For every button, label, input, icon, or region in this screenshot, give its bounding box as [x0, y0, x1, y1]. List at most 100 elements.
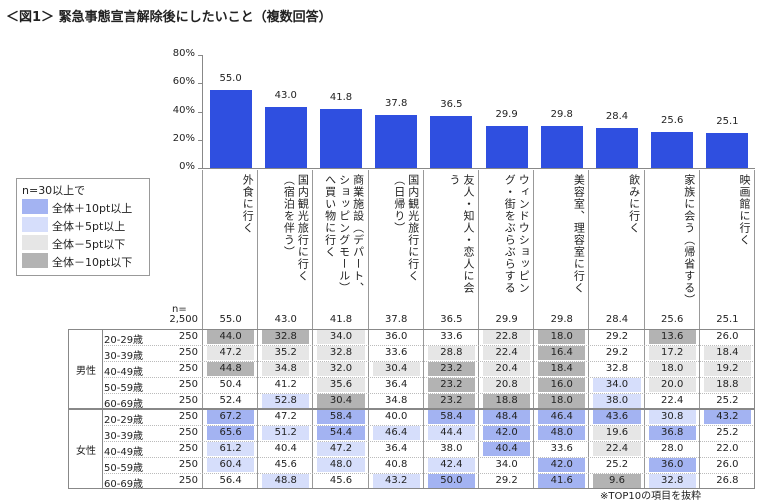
value-label: 41.8: [329, 91, 353, 103]
cell: 18.0: [648, 362, 696, 376]
age-label: 20-29歳: [104, 335, 144, 346]
value-label: 28.4: [605, 110, 629, 122]
cell: 40.0: [385, 411, 408, 422]
legend-swatch: [22, 235, 48, 250]
cell: 46.4: [538, 410, 586, 424]
cell: 54.4: [317, 426, 365, 440]
row-n: 250: [178, 427, 198, 438]
cell: 41.2: [274, 379, 297, 390]
category-label: 飲みに行く: [627, 174, 641, 234]
row-divider: [102, 441, 755, 442]
cell: 52.4: [219, 395, 242, 406]
cell: 22.4: [593, 442, 641, 456]
age-label: 30-39歳: [104, 351, 144, 362]
y-tick-label: 60%: [172, 76, 195, 88]
cell: 47.2: [207, 346, 255, 360]
legend-swatch: [22, 199, 48, 214]
row-n: 250: [178, 395, 198, 406]
y-axis: [202, 55, 203, 168]
row-n: 250: [178, 363, 198, 374]
cell: 38.0: [593, 394, 641, 408]
value-label: 43.0: [274, 90, 297, 102]
legend-label: 全体＋10pt以上: [52, 202, 133, 215]
cell: 36.4: [385, 443, 408, 454]
cell: 43.2: [372, 474, 420, 488]
cell: 40.4: [274, 443, 297, 454]
cell: 25.2: [605, 459, 629, 470]
cell: 35.6: [317, 378, 365, 392]
cell: 40.8: [385, 459, 408, 470]
total-cell: 28.4: [605, 314, 629, 325]
y-tick-label: 20%: [172, 132, 195, 144]
cell: 16.0: [538, 378, 586, 392]
footnote: ※TOP10の項目を抜粋: [600, 491, 702, 502]
age-label: 60-69歳: [104, 399, 144, 410]
cell: 30.4: [372, 362, 420, 376]
cell: 19.2: [703, 362, 751, 376]
cell: 42.0: [538, 458, 586, 472]
age-label: 60-69歳: [104, 479, 144, 490]
cell: 32.8: [648, 474, 696, 488]
cell: 36.8: [648, 426, 696, 440]
cell: 36.0: [648, 458, 696, 472]
total-cell: 25.6: [661, 314, 684, 325]
value-label: 37.8: [385, 97, 408, 109]
y-tick: [198, 139, 202, 141]
cell: 23.2: [427, 362, 475, 376]
cell: 16.4: [538, 346, 586, 360]
cell: 18.8: [703, 378, 751, 392]
age-label: 50-59歳: [104, 463, 144, 474]
cell: 25.2: [716, 395, 739, 406]
bar: [209, 90, 252, 168]
y-tick-label: 40%: [172, 104, 195, 116]
cell: 47.2: [274, 411, 297, 422]
cell: 32.8: [262, 330, 310, 344]
row-divider: [102, 425, 755, 426]
group-border: [68, 329, 755, 409]
age-label: 50-59歳: [104, 383, 144, 394]
age-label: 30-39歳: [104, 431, 144, 442]
cell: 60.4: [207, 458, 255, 472]
cell: 28.8: [427, 346, 475, 360]
category-label: ウィンドウショッピング・街をぶらぶらする: [503, 174, 531, 294]
cell: 44.0: [207, 330, 255, 344]
cell: 17.2: [648, 346, 696, 360]
total-cell: 29.8: [550, 314, 573, 325]
cell: 41.6: [538, 474, 586, 488]
y-tick-label: 80%: [172, 48, 195, 59]
cell: 47.2: [317, 442, 365, 456]
total-cell: 25.1: [716, 314, 739, 325]
cell: 18.4: [703, 346, 751, 360]
row-n: 250: [178, 331, 198, 342]
cell: 34.0: [495, 459, 518, 470]
cell: 18.0: [538, 330, 586, 344]
age-label: 40-49歳: [104, 367, 144, 378]
value-label: 25.1: [716, 115, 739, 127]
n-header: n=: [172, 304, 187, 315]
legend-box: [16, 178, 150, 276]
bar: [320, 108, 362, 168]
value-label: 36.5: [440, 99, 463, 111]
cell: 34.8: [262, 362, 310, 376]
cell: 65.6: [207, 426, 255, 440]
y-tick: [198, 111, 202, 113]
legend-label: 全体－5pt以下: [52, 238, 126, 251]
legend-swatch: [22, 217, 48, 232]
cell: 40.4: [483, 442, 531, 456]
cell: 51.2: [262, 426, 310, 440]
value-label: 29.9: [495, 108, 518, 120]
cell: 32.0: [317, 362, 365, 376]
cell: 26.0: [716, 459, 739, 470]
value-label: 25.6: [661, 114, 684, 126]
total-cell: 55.0: [219, 314, 242, 325]
category-label: 外食に行く: [241, 174, 255, 234]
cell: 18.4: [538, 362, 586, 376]
cell: 35.2: [262, 346, 310, 360]
cell: 33.6: [440, 331, 463, 342]
cell: 25.2: [716, 427, 739, 438]
cell: 34.0: [317, 330, 365, 344]
row-n: 250: [178, 347, 198, 358]
y-tick: [198, 168, 202, 169]
cell: 48.0: [317, 458, 365, 472]
